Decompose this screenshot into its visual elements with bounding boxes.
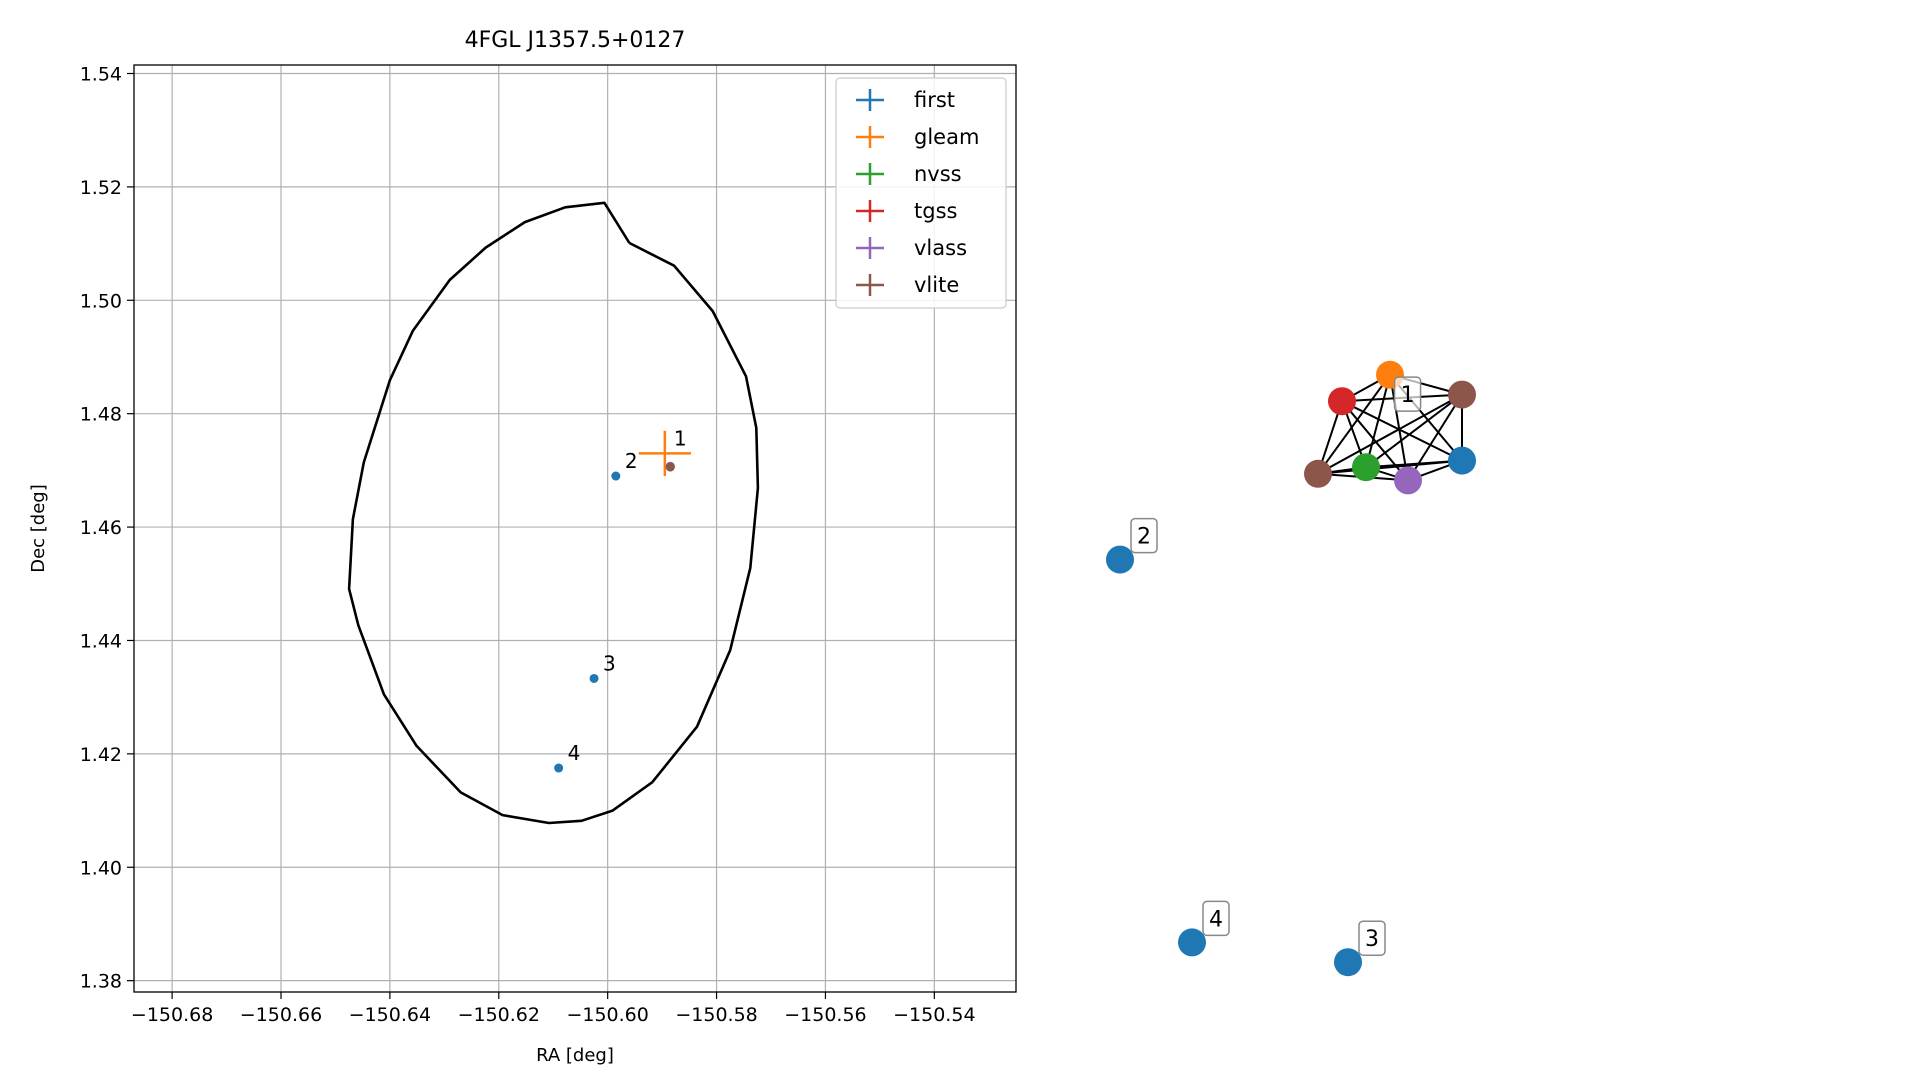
network-edge <box>1365 393 1463 468</box>
y-tick-label: 1.48 <box>80 404 122 426</box>
legend-entry-tgss: tgss <box>856 199 957 223</box>
legend-label: nvss <box>914 162 962 186</box>
ellipse-layer <box>347 201 760 825</box>
y-tick-label: 1.54 <box>80 64 122 86</box>
node-label-2: 2 <box>1130 517 1158 554</box>
legend-entry-nvss: nvss <box>856 162 962 186</box>
y-tick-label: 1.46 <box>80 517 122 539</box>
points-layer: 2 3 4 1 <box>554 426 691 773</box>
y-tick-label: 1.44 <box>80 630 122 652</box>
legend-label: tgss <box>914 199 957 223</box>
y-tick-label: 1.50 <box>80 290 122 312</box>
node-label-box <box>1130 517 1158 554</box>
chart-title: 4FGL J1357.5+0127 <box>465 28 686 53</box>
x-tick-label: −150.58 <box>675 1004 757 1026</box>
node-label-text: 1 <box>1401 383 1415 408</box>
network-node <box>1178 928 1206 957</box>
legend-label: first <box>914 88 955 112</box>
y-tick-label: 1.38 <box>80 971 122 993</box>
network-node <box>1328 387 1356 416</box>
grid-lines <box>134 65 1016 992</box>
y-ticks: 1.38 1.40 1.42 1.44 1.46 1.48 1.50 1.52 1.54 <box>80 64 134 993</box>
node-label-box <box>1358 920 1386 956</box>
network-node <box>1394 466 1422 495</box>
x-tick-label: −150.64 <box>349 1004 431 1026</box>
network-node <box>1448 446 1476 475</box>
legend-label: gleam <box>914 125 979 149</box>
network-edge <box>1317 393 1463 475</box>
node-label-text: 4 <box>1209 907 1223 932</box>
network-nodes <box>1106 360 1476 977</box>
axes-frame <box>133 64 1017 993</box>
network-node <box>1304 459 1332 488</box>
node-label-4: 4 <box>1202 900 1230 937</box>
point-label: 4 <box>568 741 581 765</box>
error-ellipse <box>347 201 760 825</box>
network-labels: 2 4 3 1 <box>1130 376 1422 956</box>
x-tick-label: −150.68 <box>131 1004 213 1026</box>
legend: first gleam nvss tgss vlass vlite <box>835 77 1007 309</box>
x-ticks: −150.68 −150.66 −150.64 −150.62 −150.60 −150.… <box>131 992 976 1026</box>
legend-entry-vlass: vlass <box>856 236 967 260</box>
legend-box <box>835 77 1007 309</box>
point-label: 2 <box>625 449 638 473</box>
network-node <box>1106 545 1134 574</box>
network-edge <box>1389 374 1409 481</box>
network-panel: 2 4 3 1 <box>1106 360 1476 977</box>
point-label: 3 <box>603 651 616 675</box>
network-node <box>1448 380 1476 409</box>
network-edge <box>1317 459 1463 475</box>
network-node <box>1352 453 1380 482</box>
legend-entry-gleam: gleam <box>856 125 979 149</box>
y-axis-label: Dec [deg] <box>28 484 49 573</box>
network-edge <box>1407 394 1463 481</box>
first-point <box>611 471 621 481</box>
x-tick-label: −150.66 <box>240 1004 322 1026</box>
x-tick-label: −150.62 <box>458 1004 540 1026</box>
network-edge <box>1341 400 1463 462</box>
vlite-point <box>665 462 675 472</box>
gleam-point <box>638 430 691 477</box>
network-node <box>1334 948 1362 977</box>
y-tick-label: 1.42 <box>80 744 122 766</box>
first-point <box>554 763 564 773</box>
network-edge <box>1317 374 1391 475</box>
node-label-box <box>1202 900 1230 937</box>
legend-entry-first: first <box>856 88 955 112</box>
y-tick-label: 1.40 <box>80 857 122 879</box>
node-label-text: 3 <box>1365 927 1379 952</box>
legend-entry-vlite: vlite <box>856 273 959 297</box>
node-label-text: 2 <box>1137 525 1151 550</box>
x-tick-label: −150.60 <box>566 1004 648 1026</box>
legend-label: vlite <box>914 273 959 297</box>
x-tick-label: −150.54 <box>893 1004 975 1026</box>
y-tick-label: 1.52 <box>80 177 122 199</box>
first-point <box>589 673 599 683</box>
point-label: 1 <box>674 426 687 450</box>
network-edge <box>1365 374 1391 468</box>
node-label-3: 3 <box>1358 920 1386 956</box>
cluster-label: 1 <box>1393 376 1422 412</box>
node-label-box <box>1393 376 1422 412</box>
x-axis-label: RA [deg] <box>536 1045 614 1066</box>
legend-label: vlass <box>914 236 967 260</box>
x-tick-label: −150.56 <box>784 1004 866 1026</box>
